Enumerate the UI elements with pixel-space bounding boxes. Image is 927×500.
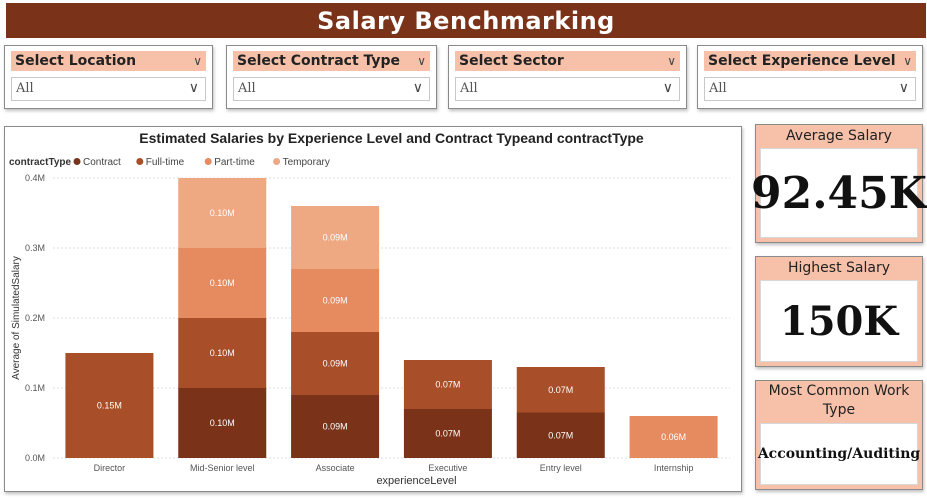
chevron-down-icon[interactable]: ∨	[903, 54, 912, 68]
x-tick-label: Mid-Senior level	[190, 463, 255, 473]
x-tick-label: Executive	[428, 463, 467, 473]
chevron-down-icon[interactable]: ∨	[412, 80, 423, 96]
contract-type-slicer-label: Select Contract Type	[237, 53, 401, 69]
experience-level-dropdown-value: All	[709, 81, 727, 96]
legend-label-contract: Contract	[83, 157, 121, 168]
data-label: 0.15M	[97, 401, 122, 411]
data-label: 0.09M	[323, 422, 348, 432]
bar-segment	[516, 412, 605, 458]
x-tick-label: Internship	[654, 463, 694, 473]
chevron-down-icon[interactable]: ∨	[188, 80, 199, 96]
legend-marker-contract	[73, 158, 81, 165]
data-label: 0.10M	[210, 348, 235, 358]
legend-marker-part-time	[204, 158, 212, 165]
sector-dropdown[interactable]: All ∨	[455, 77, 680, 101]
y-tick-label: 0.1M	[25, 383, 45, 393]
bar-segment	[178, 318, 267, 388]
data-label: 0.10M	[210, 208, 235, 218]
data-label: 0.07M	[548, 385, 573, 395]
highest-salary-title: Highest Salary	[788, 260, 890, 276]
x-axis-title: experienceLevel	[376, 475, 456, 487]
experience-level-slicer-header[interactable]: Select Experience Level ∨	[704, 51, 916, 71]
highest-salary-card: Highest Salary 150K	[755, 256, 923, 367]
common-work-type-title: Most Common Work Type	[768, 383, 910, 418]
legend-label-full-time: Full-time	[146, 157, 185, 168]
bar-segment	[178, 248, 267, 318]
data-label: 0.09M	[323, 296, 348, 306]
location-slicer: Select Location ∨ All ∨	[4, 45, 213, 109]
chevron-down-icon[interactable]: ∨	[667, 54, 676, 68]
experience-level-slicer: Select Experience Level ∨ All ∨	[697, 45, 923, 109]
bar-segment	[291, 269, 380, 332]
average-salary-card: Average Salary 92.45K	[751, 124, 927, 243]
location-dropdown[interactable]: All ∨	[11, 77, 206, 101]
legend-label-part-time: Part-time	[214, 157, 255, 168]
salary-chart-svg: Estimated Salaries by Experience Level a…	[9, 130, 730, 487]
sector-slicer-header[interactable]: Select Sector ∨	[455, 51, 680, 71]
y-tick-label: 0.4M	[25, 173, 45, 183]
chevron-down-icon[interactable]: ∨	[193, 54, 202, 68]
data-label: 0.07M	[548, 430, 573, 440]
sector-dropdown-value: All	[460, 81, 478, 96]
legend-title: contractType	[9, 157, 71, 168]
sector-slicer: Select Sector ∨ All ∨	[448, 45, 687, 109]
experience-level-dropdown[interactable]: All ∨	[704, 77, 916, 101]
legend-marker-temporary	[273, 158, 281, 165]
bar-segment	[65, 353, 154, 458]
chevron-down-icon[interactable]: ∨	[417, 54, 426, 68]
chevron-down-icon[interactable]: ∨	[662, 80, 673, 96]
legend-label-temporary: Temporary	[283, 157, 330, 168]
contract-type-slicer-header[interactable]: Select Contract Type ∨	[233, 51, 430, 71]
salary-chart: Estimated Salaries by Experience Level a…	[4, 126, 742, 492]
chart-title: Estimated Salaries by Experience Level a…	[139, 130, 644, 146]
data-label: 0.10M	[210, 418, 235, 428]
data-label: 0.10M	[210, 278, 235, 288]
page-title: Salary Benchmarking	[6, 3, 926, 38]
bar-segment	[178, 178, 267, 248]
bar-segment	[403, 409, 492, 458]
bar-segment	[178, 388, 267, 458]
y-tick-label: 0.2M	[25, 313, 45, 323]
experience-level-slicer-label: Select Experience Level	[708, 53, 896, 69]
data-label: 0.09M	[323, 359, 348, 369]
y-tick-label: 0.3M	[25, 243, 45, 253]
bar-segment	[291, 395, 380, 458]
average-salary-title: Average Salary	[786, 128, 892, 144]
data-label: 0.06M	[661, 432, 686, 442]
bar-segment	[291, 332, 380, 395]
contract-type-dropdown[interactable]: All ∨	[233, 77, 430, 101]
bar-segment	[516, 367, 605, 413]
x-tick-label: Director	[94, 463, 126, 473]
average-salary-value: 92.45K	[751, 148, 927, 238]
common-work-type-card: Most Common Work Type Accounting/Auditin…	[755, 380, 923, 490]
bar-segment	[629, 416, 718, 458]
legend-marker-full-time	[136, 158, 144, 165]
bar-segment	[403, 360, 492, 409]
y-tick-label: 0.0M	[25, 453, 45, 463]
location-dropdown-value: All	[16, 81, 34, 96]
location-slicer-header[interactable]: Select Location ∨	[11, 51, 206, 71]
contract-type-dropdown-value: All	[238, 81, 256, 96]
chevron-down-icon[interactable]: ∨	[898, 80, 909, 96]
y-axis-title: Average of SimulatedSalary	[11, 256, 22, 380]
contract-type-slicer: Select Contract Type ∨ All ∨	[226, 45, 437, 109]
data-label: 0.09M	[323, 233, 348, 243]
data-label: 0.07M	[435, 380, 460, 390]
x-tick-label: Entry level	[540, 463, 582, 473]
common-work-type-value: Accounting/Auditing	[758, 423, 920, 485]
location-slicer-label: Select Location	[15, 53, 137, 69]
x-tick-label: Associate	[316, 463, 355, 473]
sector-slicer-label: Select Sector	[459, 53, 564, 69]
data-label: 0.07M	[435, 429, 460, 439]
bar-segment	[291, 206, 380, 269]
highest-salary-value: 150K	[760, 280, 918, 362]
